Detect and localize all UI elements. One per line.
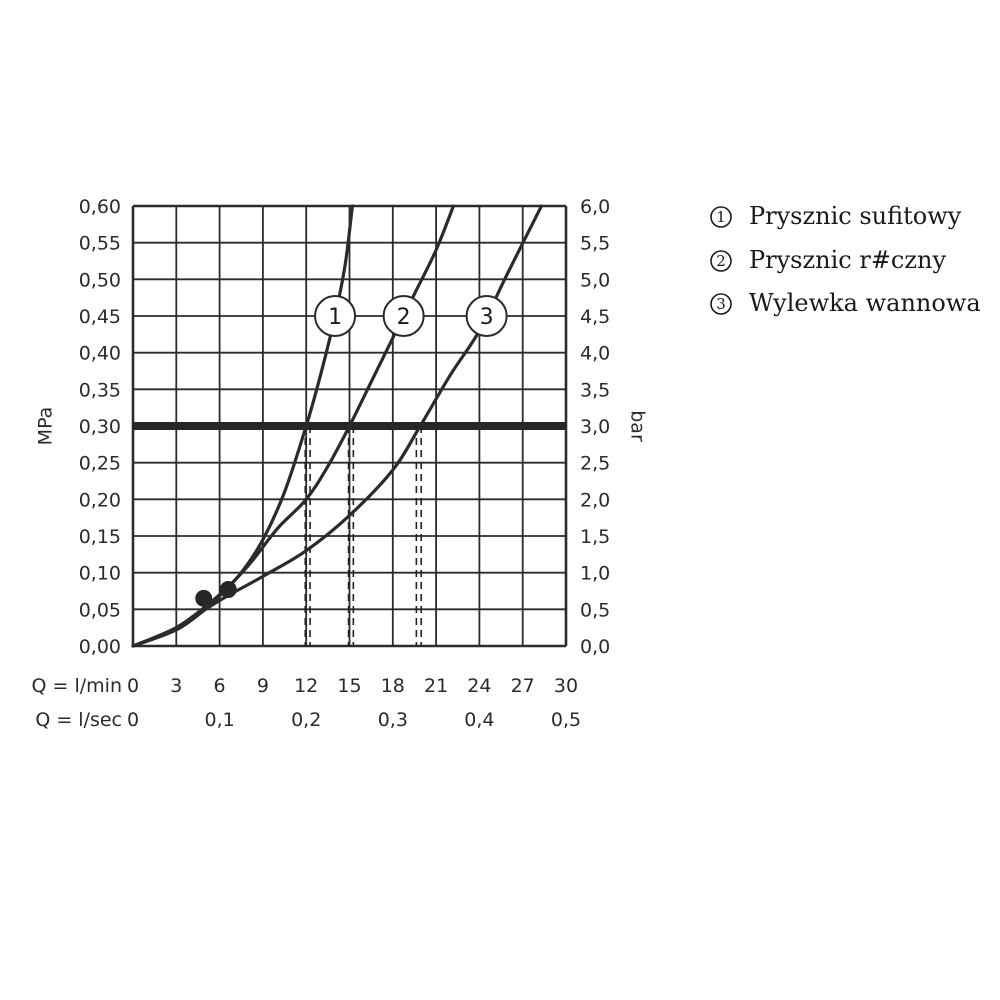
y-tick-label-left: 0,45 (79, 306, 121, 328)
tick-labels: 0,000,050,100,150,200,250,300,350,400,45… (79, 196, 611, 731)
legend-marker-circle (710, 293, 732, 315)
y-tick-label-right: 3,5 (580, 379, 610, 401)
y-tick-label-right: 3,0 (580, 416, 610, 438)
series-label-circle (314, 295, 357, 337)
legend-marker-number: 3 (716, 295, 726, 313)
legend-item: 1 Prysznic sufitowy (710, 202, 962, 230)
x-tick-label-lmin: 3 (170, 675, 182, 697)
y-tick-label-left: 0,25 (79, 453, 121, 475)
series-line (131, 204, 456, 648)
x-tick-label-lmin: 27 (511, 675, 535, 697)
x-tick-label-lsec: 0 (127, 709, 139, 731)
y-axis-title-right: bar (627, 410, 649, 442)
y-tick-label-right: 4,0 (580, 343, 610, 365)
y-tick-label-left: 0,20 (79, 489, 121, 511)
x-tick-label-lsec: 0,1 (204, 709, 234, 731)
y-tick-label-left: 0,15 (79, 526, 121, 548)
x-tick-label-lsec: 0,3 (378, 709, 408, 731)
legend: 1 Prysznic sufitowy 2 Prysznic r#czny 3 … (710, 202, 981, 317)
x-row-label-lsec: Q = l/sec (35, 709, 122, 731)
legend-marker-number: 2 (716, 252, 726, 270)
x-tick-label-lmin: 12 (294, 675, 318, 697)
y-tick-label-left: 0,60 (79, 196, 121, 218)
x-tick-label-lmin: 21 (424, 675, 448, 697)
legend-marker-number: 1 (716, 208, 726, 226)
legend-marker-circle (710, 250, 732, 272)
y-tick-label-right: 5,5 (580, 233, 610, 255)
x-tick-label-lsec: 0,2 (291, 709, 321, 731)
y-tick-label-left: 0,40 (79, 343, 121, 365)
series-label: 1 (328, 305, 342, 330)
y-tick-label-right: 0,5 (580, 599, 610, 621)
legend-label: Prysznic r#czny (749, 246, 946, 274)
drop-lines (304, 426, 422, 646)
y-tick-label-left: 0,30 (79, 416, 121, 438)
legend-label: Wylewka wannowa (749, 289, 981, 317)
y-axis-title-left: MPa (35, 407, 57, 446)
x-tick-label-lmin: 30 (554, 675, 578, 697)
x-tick-label-lmin: 6 (214, 675, 226, 697)
x-tick-label-lmin: 18 (381, 675, 405, 697)
x-tick-label-lmin: 0 (127, 675, 139, 697)
y-tick-label-left: 0,05 (79, 599, 121, 621)
y-tick-label-right: 2,5 (580, 453, 610, 475)
series-label: 3 (480, 305, 494, 330)
y-tick-label-left: 0,35 (79, 379, 121, 401)
y-tick-label-right: 2,0 (580, 489, 610, 511)
y-tick-label-right: 1,0 (580, 563, 610, 585)
series-label-circle (382, 295, 425, 337)
curves: 1 2 3 (131, 204, 544, 648)
y-tick-label-right: 5,0 (580, 269, 610, 291)
x-tick-label-lmin: 15 (337, 675, 361, 697)
legend-marker-circle (710, 206, 732, 228)
x-tick-label-lsec: 0,4 (464, 709, 494, 731)
series-label-circle (465, 295, 508, 337)
legend-item: 2 Prysznic r#czny (710, 246, 946, 274)
x-tick-label-lsec: 0,5 (551, 709, 581, 731)
series-label: 2 (397, 305, 411, 330)
y-tick-label-right: 4,5 (580, 306, 610, 328)
legend-label: Prysznic sufitowy (749, 202, 962, 230)
x-tick-label-lmin: 24 (467, 675, 491, 697)
y-tick-label-right: 0,0 (580, 636, 610, 658)
y-tick-label-left: 0,10 (79, 563, 121, 585)
x-tick-label-lmin: 9 (257, 675, 269, 697)
y-tick-label-left: 0,00 (79, 636, 121, 658)
y-tick-label-right: 1,5 (580, 526, 610, 548)
legend-item: 3 Wylewka wannowa (710, 289, 981, 317)
y-tick-label-right: 6,0 (580, 196, 610, 218)
x-row-label-lmin: Q = l/min (32, 675, 122, 697)
y-tick-label-left: 0,55 (79, 233, 121, 255)
y-tick-label-left: 0,50 (79, 269, 121, 291)
